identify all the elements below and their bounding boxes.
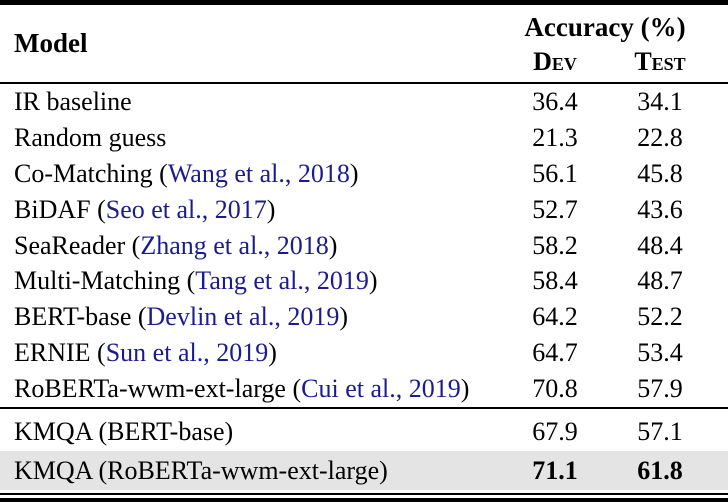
table-row: RoBERTa-wwm-ext-large (Cui et al., 2019)… (0, 371, 728, 407)
open-paren: ( (159, 158, 168, 188)
dev-score-cell: 64.2 (532, 302, 578, 332)
table-row: IR baseline 36.4 34.1 (0, 84, 728, 120)
model-name-cell: KMQA (BERT-base) (0, 417, 500, 447)
model-name: IR baseline (14, 86, 132, 116)
test-score-cell: 57.1 (637, 416, 683, 446)
dev-score-cell: 52.7 (532, 194, 578, 224)
citation-link[interactable]: Seo et al., 2017 (105, 194, 267, 224)
citation-link[interactable]: Sun et al., 2019 (105, 338, 269, 368)
citation-link[interactable]: Tang et al., 2019 (195, 266, 369, 296)
close-paren: ) (266, 194, 276, 224)
test-score-cell: 43.6 (637, 194, 683, 224)
test-column-header: Test (634, 46, 686, 76)
table-row: Random guess 21.3 22.8 (0, 120, 728, 156)
table-row: KMQA (BERT-base) 67.9 57.1 (0, 412, 728, 451)
model-name: SeaReader (14, 230, 126, 260)
table-header: Model Accuracy (%) Dev Test (0, 5, 728, 82)
test-score-cell: 48.7 (637, 266, 683, 296)
open-paren: ( (131, 230, 141, 260)
open-paren: ( (186, 266, 196, 296)
model-name: KMQA (BERT-base) (14, 416, 234, 446)
section-rule (0, 407, 728, 409)
model-name-cell: Random guess (0, 123, 500, 153)
model-name-cell: BiDAF (Seo et al., 2017) (0, 195, 500, 225)
dev-score-cell: 36.4 (532, 86, 578, 116)
citation-group: (Sun et al., 2019) (97, 338, 277, 367)
test-score-cell: 48.4 (637, 230, 683, 260)
citation-group: (Devlin et al., 2019) (138, 302, 348, 331)
citation-group: (Tang et al., 2019) (187, 266, 378, 295)
dev-score-cell: 64.7 (532, 338, 578, 368)
model-name: BiDAF (14, 194, 91, 224)
accuracy-header-block: Accuracy (%) Dev Test (500, 9, 710, 79)
dev-score-cell: 70.8 (532, 374, 578, 404)
table-row: Multi-Matching (Tang et al., 2019) 58.4 … (0, 263, 728, 299)
model-name: RoBERTa-wwm-ext-large (14, 374, 286, 404)
table-row: Co-Matching (Wang et al., 2018) 56.1 45.… (0, 156, 728, 192)
model-name-cell: BERT-base (Devlin et al., 2019) (0, 302, 500, 332)
bottom-rule-thick (0, 498, 728, 502)
model-name: KMQA (RoBERTa-wwm-ext-large) (14, 455, 388, 485)
test-score-cell: 34.1 (637, 86, 683, 116)
bottom-rule-thin (0, 493, 728, 495)
model-name: Co-Matching (14, 158, 153, 188)
dev-score-cell: 67.9 (532, 416, 578, 446)
dev-score-cell: 56.1 (532, 158, 578, 188)
close-paren: ) (349, 158, 359, 188)
citation-link[interactable]: Cui et al., 2019 (301, 374, 461, 404)
close-paren: ) (339, 302, 348, 332)
dev-column-header: Dev (533, 46, 577, 76)
model-name: BERT-base (14, 302, 132, 332)
close-paren: ) (368, 266, 378, 296)
model-name-cell: ERNIE (Sun et al., 2019) (0, 338, 500, 368)
table-row: SeaReader (Zhang et al., 2018) 58.2 48.4 (0, 228, 728, 264)
table-row: KMQA (RoBERTa-wwm-ext-large) 71.1 61.8 (0, 451, 728, 490)
dev-score-cell: 58.2 (532, 230, 578, 260)
table-footer: KMQA (BERT-base) 67.9 57.1 KMQA (RoBERTa… (0, 409, 728, 493)
model-name: Multi-Matching (14, 266, 181, 296)
model-name-cell: SeaReader (Zhang et al., 2018) (0, 231, 500, 261)
table-body: IR baseline 36.4 34.1 Random guess 21.3 … (0, 84, 728, 407)
dev-score-cell: 58.4 (532, 266, 578, 296)
test-score-cell: 61.8 (637, 455, 683, 485)
model-name-cell: RoBERTa-wwm-ext-large (Cui et al., 2019) (0, 374, 500, 404)
model-column-header: Model (14, 28, 88, 58)
citation-group: (Zhang et al., 2018) (132, 231, 338, 260)
test-score-cell: 57.9 (637, 374, 683, 404)
open-paren: ( (292, 374, 302, 404)
table-row: BERT-base (Devlin et al., 2019) 64.2 52.… (0, 299, 728, 335)
open-paren: ( (97, 194, 106, 224)
open-paren: ( (137, 302, 147, 332)
close-paren: ) (268, 338, 277, 368)
close-paren: ) (328, 230, 338, 260)
citation-group: (Seo et al., 2017) (97, 195, 275, 224)
table-row: ERNIE (Sun et al., 2019) 64.7 53.4 (0, 335, 728, 371)
test-score-cell: 52.2 (637, 302, 683, 332)
accuracy-column-header: Accuracy (%) (524, 11, 686, 42)
model-name-cell: Co-Matching (Wang et al., 2018) (0, 159, 500, 189)
model-name-cell: Multi-Matching (Tang et al., 2019) (0, 266, 500, 296)
top-rule (0, 0, 728, 5)
test-score-cell: 22.8 (637, 122, 683, 152)
model-name: ERNIE (14, 338, 91, 368)
test-score-cell: 45.8 (637, 158, 683, 188)
close-paren: ) (460, 374, 470, 404)
model-name-cell: KMQA (RoBERTa-wwm-ext-large) (0, 456, 500, 486)
dev-score-cell: 71.1 (532, 455, 578, 485)
model-name-cell: IR baseline (0, 87, 500, 117)
table-row: BiDAF (Seo et al., 2017) 52.7 43.6 (0, 192, 728, 228)
citation-link[interactable]: Zhang et al., 2018 (140, 230, 329, 260)
dev-score-cell: 21.3 (532, 122, 578, 152)
header-rule (0, 82, 728, 84)
citation-link[interactable]: Wang et al., 2018 (167, 158, 350, 188)
citation-group: (Cui et al., 2019) (292, 374, 469, 403)
open-paren: ( (97, 338, 106, 368)
citation-link[interactable]: Devlin et al., 2019 (146, 302, 340, 332)
test-score-cell: 53.4 (637, 338, 683, 368)
bottom-rule-gap (0, 495, 728, 498)
citation-group: (Wang et al., 2018) (159, 159, 358, 188)
model-name: Random guess (14, 122, 167, 152)
accuracy-subcolumns: Dev Test (500, 45, 710, 79)
